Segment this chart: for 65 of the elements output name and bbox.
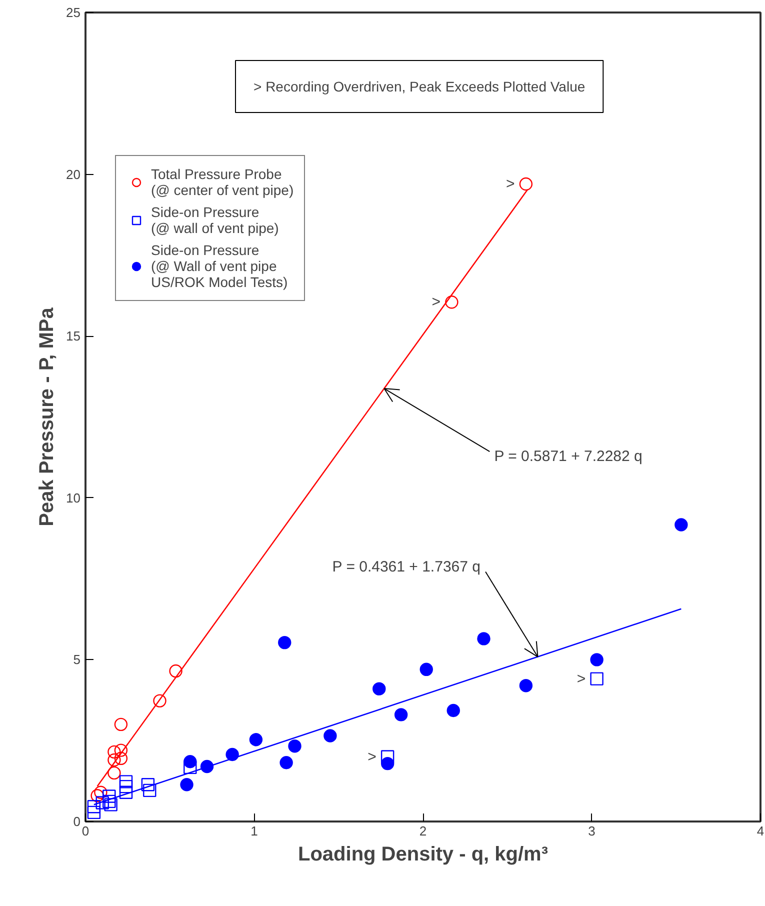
x-tick-label: 1 (250, 824, 258, 838)
point (104, 798, 118, 812)
point (87, 800, 101, 814)
annotation: P = 0.5871 + 7.2282 q (494, 448, 642, 466)
x-tick-label: 4 (756, 824, 764, 838)
point (108, 745, 121, 759)
point (119, 786, 133, 799)
point (141, 778, 155, 792)
point (102, 794, 116, 808)
point (108, 753, 121, 767)
point (420, 662, 433, 676)
point (674, 518, 688, 532)
point (445, 296, 458, 309)
point (519, 177, 533, 191)
point (169, 664, 182, 678)
x-tick-label: 2 (419, 824, 427, 838)
point (249, 733, 263, 746)
point (477, 632, 490, 646)
annotation: > (506, 176, 515, 193)
point (372, 682, 386, 696)
point (590, 653, 604, 666)
x-axis-title: Loading Density - q, kg/m³ (298, 844, 548, 866)
point (94, 786, 108, 799)
annotation: P = 0.4361 + 1.7367 q (332, 558, 480, 576)
point (96, 796, 109, 810)
annotation: > (432, 294, 441, 311)
y-axis-title: Peak Pressure - P, MPa (36, 306, 58, 526)
point (278, 636, 292, 650)
annotation: > (368, 748, 377, 766)
point (119, 780, 133, 794)
point (184, 755, 197, 768)
point (90, 789, 104, 802)
point (180, 778, 194, 792)
point (394, 708, 408, 722)
x-tick-label: 3 (588, 824, 596, 838)
y-tick-label: 25 (66, 5, 81, 20)
point (226, 748, 239, 762)
point (87, 806, 101, 820)
y-tick-label: 10 (66, 490, 81, 506)
point (380, 750, 394, 764)
point (288, 740, 302, 753)
legend-label: Side-on Pressure (@ wall of vent pipe) (151, 204, 279, 236)
y-tick-label: 0 (73, 814, 81, 829)
y-tick-label: 5 (73, 652, 81, 668)
point (119, 775, 133, 788)
point (446, 704, 460, 718)
point (102, 790, 116, 803)
y-tick-label: 15 (66, 328, 81, 344)
annotation: > Recording Overdriven, Peak Exceeds Plotted Value (254, 78, 586, 94)
point (143, 784, 156, 798)
point (114, 752, 128, 765)
point (108, 766, 121, 780)
point (590, 672, 604, 686)
legend-label: Total Pressure Probe (@ center of vent pipe) (151, 166, 294, 198)
point (324, 729, 337, 742)
point (114, 744, 128, 757)
point (280, 756, 293, 770)
point (380, 756, 394, 770)
y-tick-label: 20 (66, 166, 81, 182)
legend-label: Side-on Pressure (@ Wall of vent pipe US/ROK Model Tests) (151, 242, 288, 290)
point (184, 760, 197, 774)
point (114, 718, 128, 732)
point (519, 679, 533, 692)
annotation: > (576, 670, 586, 688)
point (153, 694, 166, 708)
